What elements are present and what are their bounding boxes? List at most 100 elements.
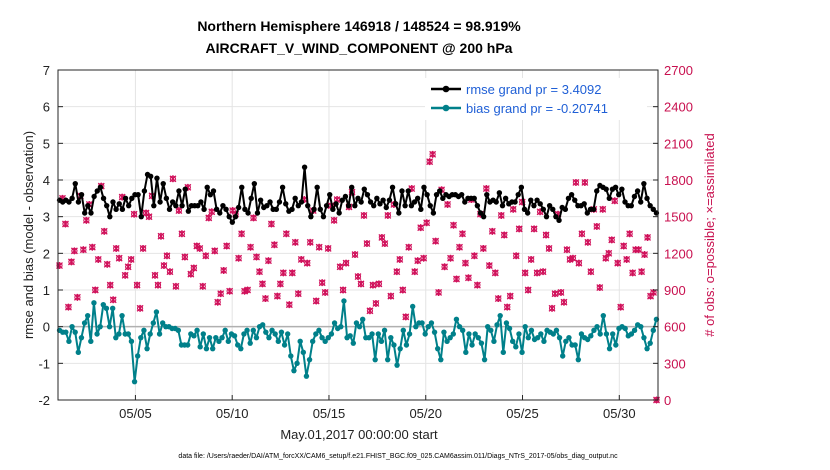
bias-point bbox=[559, 353, 566, 359]
rmse-point bbox=[210, 188, 217, 194]
rmse-point bbox=[308, 213, 314, 220]
bias-point bbox=[225, 338, 232, 345]
rmse-point bbox=[499, 202, 506, 209]
y-tick-label: -2 bbox=[38, 393, 50, 408]
bias-point bbox=[159, 320, 166, 326]
rmse-point bbox=[217, 210, 223, 216]
obs-assimilated-marker bbox=[423, 219, 431, 227]
rmse-point bbox=[364, 191, 371, 198]
bias-point bbox=[250, 327, 257, 334]
obs-assimilated-marker bbox=[351, 251, 359, 259]
obs-assimilated-marker bbox=[73, 293, 81, 301]
obs-assimilated-marker bbox=[321, 288, 329, 296]
obs-assimilated-marker bbox=[435, 288, 443, 296]
bias-point bbox=[244, 327, 250, 334]
obs-assimilated-marker bbox=[324, 244, 332, 252]
bias-point bbox=[331, 320, 338, 326]
rmse-point bbox=[91, 193, 97, 200]
bias-point bbox=[309, 338, 316, 345]
y-right-tick-label: 2700 bbox=[664, 63, 693, 78]
bias-point bbox=[284, 331, 291, 337]
rmse-point bbox=[512, 199, 518, 205]
bias-point bbox=[525, 334, 532, 341]
bias-point bbox=[469, 342, 475, 348]
bias-point bbox=[213, 334, 219, 341]
rmse-point bbox=[339, 197, 345, 203]
rmse-point bbox=[616, 191, 622, 198]
obs-assimilated-marker bbox=[581, 178, 589, 186]
bias-point bbox=[281, 342, 288, 348]
bias-point bbox=[328, 331, 335, 337]
rmse-point bbox=[279, 184, 286, 191]
bias-point bbox=[150, 320, 157, 326]
bias-point bbox=[513, 344, 519, 350]
y-axis-label: rmse and bias (model - observation) bbox=[21, 131, 36, 339]
rmse-point bbox=[374, 195, 380, 202]
bias-point bbox=[391, 342, 397, 348]
rmse-point bbox=[408, 202, 415, 209]
bias-point bbox=[359, 316, 366, 323]
bias-point bbox=[541, 338, 547, 345]
bias-point bbox=[431, 329, 438, 335]
bias-point bbox=[591, 327, 597, 334]
obs-assimilated-marker bbox=[587, 268, 595, 276]
rmse-point bbox=[537, 201, 543, 207]
y-tick-label: 2 bbox=[43, 246, 50, 261]
rmse-point bbox=[239, 184, 245, 191]
obs-assimilated-marker bbox=[306, 238, 314, 246]
bias-point bbox=[69, 323, 75, 330]
obs-assimilated-marker bbox=[106, 281, 114, 289]
rmse-point bbox=[540, 206, 547, 213]
rmse-point bbox=[248, 195, 254, 202]
bias-point bbox=[603, 331, 610, 337]
x-axis: 05/05 05/10 05/15 05/20 05/25 05/30 bbox=[119, 395, 636, 421]
rmse-point bbox=[647, 202, 653, 209]
plot-area bbox=[58, 70, 658, 400]
obs-assimilated-marker bbox=[267, 220, 275, 228]
obs-assimilated-marker bbox=[369, 281, 377, 289]
obs-assimilated-marker bbox=[411, 268, 419, 276]
obs-assimilated-marker bbox=[444, 200, 452, 208]
rmse-point bbox=[333, 201, 339, 207]
bias-point bbox=[134, 353, 141, 359]
rmse-point bbox=[414, 195, 421, 202]
rmse-point bbox=[361, 186, 367, 192]
rmse-point bbox=[531, 202, 537, 209]
obs-assimilated-marker bbox=[560, 298, 568, 306]
obs-assimilated-marker bbox=[175, 207, 183, 215]
y-tick-label: 6 bbox=[43, 100, 50, 115]
rmse-point bbox=[518, 184, 525, 191]
obs-assimilated-marker bbox=[88, 243, 96, 251]
bias-point bbox=[116, 331, 122, 337]
bias-point bbox=[131, 378, 138, 385]
rmse-point bbox=[634, 188, 641, 194]
bias-point bbox=[375, 331, 382, 337]
rmse-point bbox=[201, 206, 207, 213]
bias-point bbox=[109, 305, 116, 312]
obs-assimilated-marker bbox=[378, 233, 386, 241]
bias-point bbox=[447, 334, 453, 341]
bias-point bbox=[394, 362, 400, 368]
bias-point bbox=[400, 327, 407, 334]
obs-assimilated-marker bbox=[557, 288, 565, 296]
bias-point bbox=[78, 334, 85, 341]
rmse-point bbox=[352, 202, 358, 209]
bias-point bbox=[409, 303, 416, 310]
rmse-point bbox=[110, 199, 116, 205]
bias-point bbox=[84, 312, 91, 319]
rmse-point bbox=[147, 173, 154, 180]
obs-assimilated-marker bbox=[279, 269, 287, 277]
obs-assimilated-marker bbox=[196, 244, 204, 252]
obs-assimilated-marker bbox=[127, 255, 135, 263]
bias-point bbox=[644, 345, 650, 352]
rmse-series bbox=[56, 164, 660, 225]
obs-assimilated-marker bbox=[130, 210, 138, 218]
bias-point bbox=[622, 325, 628, 332]
obs-assimilated-marker bbox=[190, 264, 198, 272]
rmse-point bbox=[207, 191, 214, 198]
obs-assimilated-marker bbox=[247, 243, 254, 251]
obs-assimilated-marker bbox=[459, 230, 466, 238]
rmse-point bbox=[458, 191, 465, 198]
obs-assimilated-marker bbox=[608, 236, 616, 244]
bias-point bbox=[475, 334, 482, 341]
